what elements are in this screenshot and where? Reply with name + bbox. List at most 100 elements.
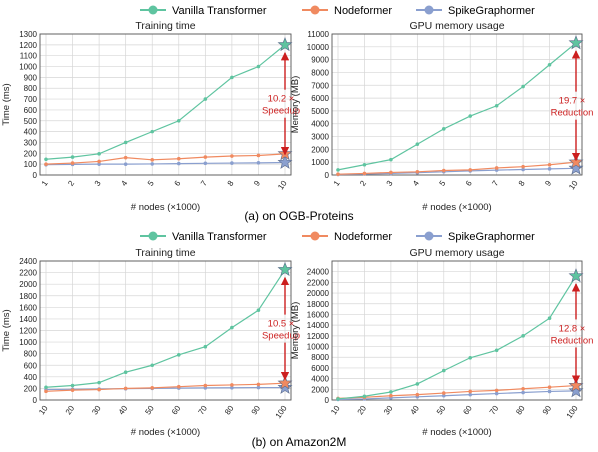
data-point bbox=[203, 344, 208, 349]
data-point bbox=[97, 162, 101, 166]
data-point-star bbox=[277, 37, 293, 52]
data-point bbox=[203, 97, 208, 101]
chart-title: Training time bbox=[135, 20, 195, 32]
plot-frame bbox=[331, 33, 583, 176]
y-tick-label: 1000 bbox=[311, 158, 329, 167]
x-tick-label: 7 bbox=[199, 179, 209, 188]
data-point bbox=[230, 383, 234, 387]
data-point bbox=[230, 325, 234, 330]
caption-bottom: (b) on Amazon2M bbox=[252, 435, 347, 449]
data-point bbox=[441, 127, 446, 131]
series-nodeformer bbox=[44, 375, 293, 394]
series-line bbox=[337, 167, 577, 176]
gridlines bbox=[40, 33, 291, 176]
data-point bbox=[415, 382, 420, 386]
data-point bbox=[176, 156, 181, 161]
y-tick-label: 700 bbox=[24, 95, 38, 104]
legend-top: Vanilla Transformer Nodeformer SpikeGrap… bbox=[140, 5, 535, 17]
y-tick-label: 800 bbox=[24, 350, 38, 359]
series-line bbox=[45, 382, 286, 392]
annotation-label: Reduction bbox=[551, 335, 594, 346]
x-axis-label: # nodes (×1000) bbox=[131, 202, 200, 213]
series-line bbox=[45, 153, 286, 165]
x-tick-label: 10 bbox=[276, 179, 289, 192]
series-line bbox=[45, 269, 286, 388]
legend-label: SpikeGraphormer bbox=[448, 5, 535, 17]
data-point bbox=[547, 62, 552, 67]
data-point bbox=[256, 382, 261, 387]
y-tick-label: 22000 bbox=[307, 278, 330, 287]
data-point-star bbox=[277, 379, 293, 394]
x-tick-label: 2 bbox=[358, 179, 368, 188]
annotation-ratio: 10.2 × bbox=[268, 94, 295, 105]
x-tick-label: 1 bbox=[40, 179, 50, 188]
data-point bbox=[203, 161, 208, 166]
y-tick-label: 3000 bbox=[311, 133, 329, 142]
caption-top: (a) on OGB-Proteins bbox=[244, 209, 353, 223]
x-tick-label: 4 bbox=[119, 179, 129, 188]
y-tick-label: 200 bbox=[24, 149, 38, 158]
data-point bbox=[230, 75, 234, 80]
data-point bbox=[70, 155, 75, 159]
y-tick-label: 16000 bbox=[307, 310, 330, 319]
data-point bbox=[521, 386, 525, 391]
x-tick-label: 30 bbox=[382, 404, 395, 417]
data-point bbox=[150, 162, 155, 166]
y-tick-label: 2200 bbox=[19, 269, 37, 278]
series-spike bbox=[336, 383, 584, 402]
data-point bbox=[97, 159, 101, 164]
data-point bbox=[468, 392, 473, 397]
annotation-arrow: 19.7 ×Reduction bbox=[551, 50, 594, 162]
plot-frame bbox=[39, 33, 292, 176]
legend-label: Vanilla Transformer bbox=[172, 231, 267, 243]
data-point bbox=[389, 157, 393, 162]
y-tick-label: 5000 bbox=[311, 107, 329, 116]
x-tick-label: 10 bbox=[329, 404, 342, 417]
data-point bbox=[441, 393, 446, 398]
data-point bbox=[547, 385, 552, 389]
data-point bbox=[150, 363, 155, 368]
data-point bbox=[97, 152, 101, 156]
data-point bbox=[70, 388, 75, 392]
annotation-arrow: 10.2 ×Speedup bbox=[262, 52, 300, 156]
x-axis-label: # nodes (×1000) bbox=[422, 427, 491, 438]
x-tick-label: 90 bbox=[541, 404, 554, 417]
series-line bbox=[45, 386, 285, 391]
y-tick-label: 2000 bbox=[311, 385, 329, 394]
x-tick-label: 20 bbox=[64, 404, 77, 417]
data-point bbox=[150, 386, 155, 390]
data-point bbox=[362, 394, 367, 399]
y-axis-label: Time (ms) bbox=[1, 309, 12, 351]
data-point bbox=[521, 84, 525, 89]
y-tick-label: 800 bbox=[24, 84, 38, 93]
series-vanilla bbox=[44, 261, 293, 390]
x-tick-label: 100 bbox=[274, 404, 289, 421]
annotation-ratio: 12.8 × bbox=[559, 323, 586, 334]
x-tick-label: 10 bbox=[567, 179, 580, 192]
x-tick-label: 40 bbox=[117, 404, 130, 417]
data-point bbox=[123, 155, 128, 160]
data-point-star bbox=[568, 377, 584, 392]
data-point-star bbox=[568, 160, 584, 175]
x-tick-label: 9 bbox=[252, 179, 262, 188]
x-tick-label: 3 bbox=[93, 179, 103, 188]
y-tick-label: 0 bbox=[33, 396, 38, 405]
y-tick-label: 400 bbox=[24, 373, 38, 382]
x-tick-label: 5 bbox=[437, 179, 447, 188]
x-tick-label: 5 bbox=[146, 179, 156, 188]
x-tick-label: 6 bbox=[464, 179, 474, 188]
y-tick-label: 14000 bbox=[307, 321, 330, 330]
x-tick-label: 100 bbox=[565, 404, 580, 421]
y-tick-label: 8000 bbox=[311, 68, 329, 77]
data-point bbox=[362, 171, 367, 176]
series-nodeformer bbox=[336, 154, 584, 177]
series-line bbox=[337, 42, 577, 171]
data-point bbox=[441, 391, 446, 395]
legend-label: Nodeformer bbox=[334, 231, 392, 243]
data-point bbox=[468, 389, 473, 394]
y-tick-label: 24000 bbox=[307, 268, 330, 277]
gridlines bbox=[40, 260, 291, 401]
annotation-label: Reduction bbox=[551, 108, 594, 119]
